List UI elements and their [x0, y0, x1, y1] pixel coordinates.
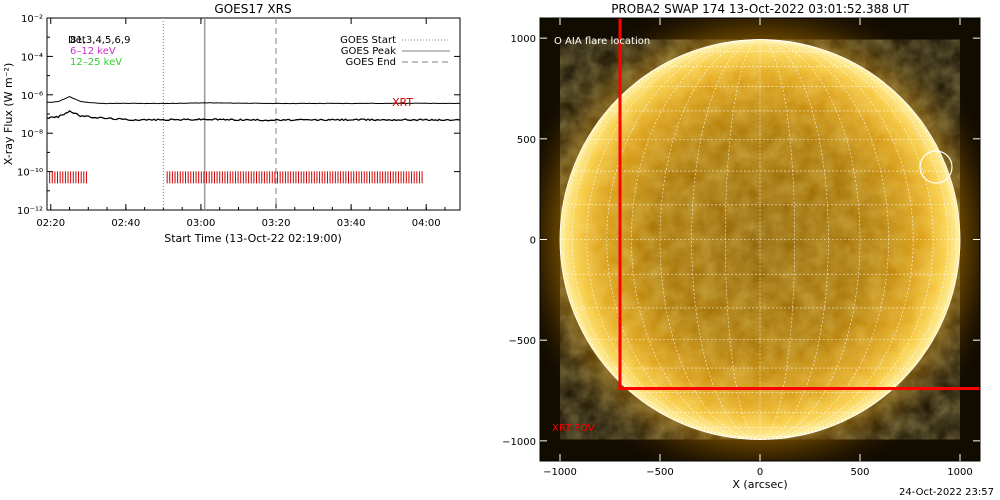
goes-y-tick-label: 10⁻⁶	[21, 91, 43, 102]
swap-y-tick-label: −500	[509, 336, 536, 347]
goes-x-tick-label: 03:40	[337, 218, 366, 229]
xrt-fov-label: XRT FOV	[552, 423, 595, 434]
longitude-line	[759, 39, 958, 440]
swap-x-axis-label: X (arcsec)	[732, 478, 787, 491]
xrt-observation-ticks	[47, 171, 423, 184]
swap-x-tick-label: −500	[646, 467, 673, 478]
goes-series-line	[47, 109, 460, 122]
goes-series-line	[47, 95, 460, 105]
swap-y-tick-label: 0	[530, 236, 536, 247]
swap-x-tick-label: −1000	[543, 467, 577, 478]
event-legend-label: GOES Start	[340, 35, 396, 46]
event-legend-label: GOES End	[346, 57, 396, 68]
longitude-line	[659, 39, 761, 440]
limb-outline	[559, 39, 961, 440]
swap-x-tick-label: 0	[757, 467, 763, 478]
swap-x-tick-label: 1000	[947, 467, 972, 478]
swap-y-tick-label: 500	[517, 135, 536, 146]
footer-timestamp: 24-Oct-2022 23:57	[899, 487, 994, 498]
swap-y-axis: −1000 −500 0 500 1000	[502, 34, 980, 448]
heliographic-grid	[559, 39, 961, 440]
goes-y-tick-label: 10⁻¹⁰	[17, 168, 43, 179]
longitude-line	[759, 39, 949, 440]
goes-xrs-panel: GOES17 XRS 10⁻¹² 10⁻¹⁰ 10⁻⁸ 10⁻⁶ 10⁻⁴ 10⁻² 02…	[2, 2, 461, 245]
longitude-line	[759, 39, 829, 440]
goes-x-tick-label: 04:00	[412, 218, 441, 229]
goes-x-tick-label: 02:40	[111, 218, 140, 229]
longitude-line	[759, 39, 889, 440]
energy-legend-12-25: 12–25 keV	[70, 57, 122, 68]
goes-title: GOES17 XRS	[214, 2, 291, 16]
aia-flare-circle	[919, 150, 953, 184]
goes-x-tick-label: 03:00	[187, 218, 216, 229]
xrt-label: XRT	[392, 96, 413, 109]
goes-y-tick-label: 10⁻⁴	[21, 52, 43, 63]
longitude-line	[725, 39, 761, 440]
goes-y-tick-label: 10⁻²	[21, 14, 43, 25]
goes-y-tick-label: 10⁻¹²	[17, 206, 43, 217]
goes-x-tick-label: 02:20	[36, 218, 65, 229]
xrt-fov-box	[618, 18, 980, 391]
goes-x-axis-label: Start Time (13-Oct-22 02:19:00)	[164, 232, 342, 245]
detector-label-b: 81,3,4,5,6,9	[70, 35, 130, 46]
swap-y-tick-label: −1000	[502, 437, 536, 448]
longitude-line	[691, 39, 761, 440]
longitude-line	[571, 39, 761, 440]
goes-series	[47, 95, 460, 122]
event-legend-label: GOES Peak	[341, 46, 396, 57]
goes-x-axis: 02:20 02:40 03:00 03:20 03:40 04:00	[36, 18, 446, 229]
swap-title: PROBA2 SWAP 174 13-Oct-2022 03:01:52.388…	[611, 2, 909, 16]
longitude-line	[759, 39, 795, 440]
aia-flare-label: O AIA flare location	[554, 36, 650, 47]
goes-y-axis-label: X-ray Flux (W m⁻²)	[2, 63, 15, 165]
longitude-line	[759, 39, 934, 440]
detector-label-a: Det	[68, 35, 86, 46]
swap-x-tick-label: 500	[850, 467, 869, 478]
swap-y-tick-label: 1000	[511, 34, 536, 45]
goes-y-axis: 10⁻¹² 10⁻¹⁰ 10⁻⁸ 10⁻⁶ 10⁻⁴ 10⁻²	[17, 14, 460, 217]
energy-legend-6-12: 6–12 keV	[70, 46, 116, 57]
goes-event-lines	[162, 18, 277, 210]
longitude-line	[759, 39, 861, 440]
goes-y-tick-label: 10⁻⁸	[21, 129, 43, 140]
longitude-line	[586, 39, 761, 440]
longitude-line	[631, 39, 761, 440]
longitude-line	[562, 39, 761, 440]
swap-image-panel: PROBA2 SWAP 174 13-Oct-2022 03:01:52.388…	[502, 2, 981, 491]
swap-x-axis: −1000 −500 0 500 1000	[543, 18, 973, 478]
goes-x-tick-label: 03:20	[262, 218, 291, 229]
